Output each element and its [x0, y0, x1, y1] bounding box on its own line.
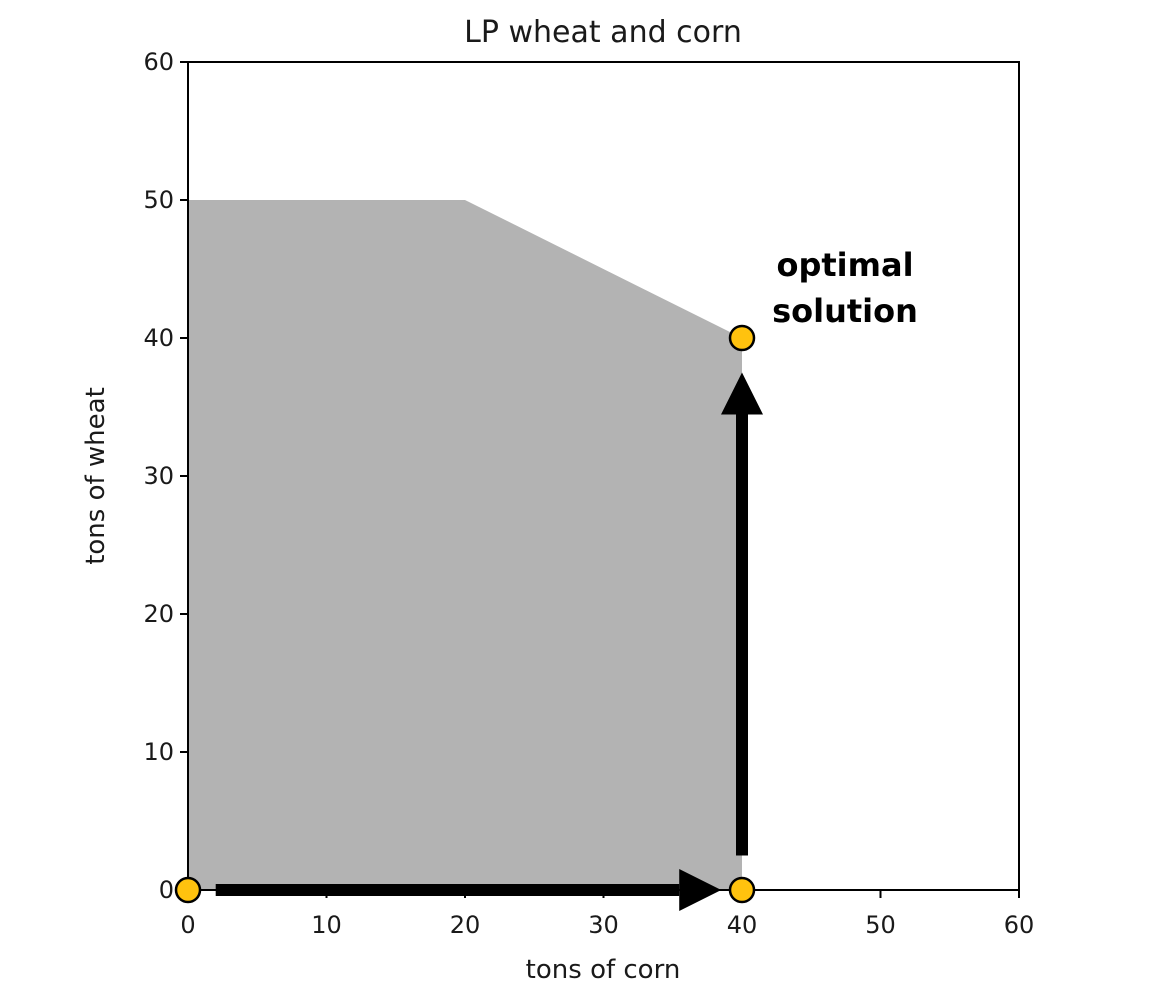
x-tick-label: 50	[865, 911, 896, 939]
x-tick-label: 10	[311, 911, 342, 939]
arrows-layer	[215, 372, 763, 911]
ticks-layer: 0 10 20 30 40 50 60 0 10 20 30 40 50 60	[143, 48, 1034, 939]
arrow-head	[721, 372, 763, 415]
feasible-region	[188, 200, 742, 890]
vertex-point	[728, 324, 756, 352]
y-tick-label: 10	[143, 738, 174, 766]
points-layer	[174, 324, 756, 904]
y-tick-label: 40	[143, 324, 174, 352]
x-axis-label: tons of corn	[526, 955, 681, 985]
chart-title: LP wheat and corn	[464, 15, 742, 50]
x-tick-label: 60	[1004, 911, 1035, 939]
feasible-region-layer	[188, 200, 742, 890]
vertex-point	[174, 876, 202, 904]
x-tick-label: 20	[450, 911, 481, 939]
y-tick-label: 50	[143, 186, 174, 214]
x-tick-label: 40	[727, 911, 758, 939]
y-axis-label: tons of wheat	[81, 387, 111, 565]
y-tick-label: 30	[143, 462, 174, 490]
y-tick-label: 0	[159, 876, 174, 904]
y-tick-label: 20	[143, 600, 174, 628]
x-tick-label: 0	[180, 911, 195, 939]
arrow-head	[679, 869, 722, 911]
y-tick-label: 60	[143, 48, 174, 76]
annotation-line-2: solution	[772, 292, 918, 330]
annotation-line-1: optimal	[776, 246, 913, 284]
vertex-point	[728, 876, 756, 904]
x-tick-label: 30	[588, 911, 619, 939]
